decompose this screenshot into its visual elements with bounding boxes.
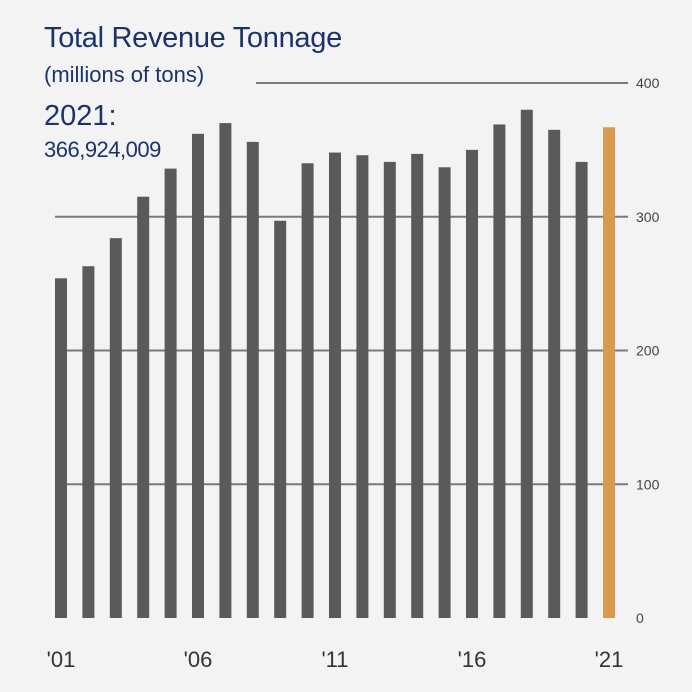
y-tick-label-100: 100: [636, 476, 660, 492]
bar-2007: [219, 123, 232, 618]
x-tick-label-2021: '21: [595, 647, 624, 672]
bar-2005: [164, 168, 177, 618]
bar-2008: [246, 141, 259, 618]
x-tick-label-2016: '16: [458, 647, 487, 672]
x-tick-label-2006: '06: [184, 647, 213, 672]
bar-2001: [55, 278, 67, 618]
bar-2017: [493, 124, 506, 619]
y-tick-label-400: 400: [636, 75, 660, 91]
highlight-year-label: 2021:: [44, 100, 117, 132]
bar-2010: [301, 163, 314, 618]
bar-2020: [575, 161, 588, 618]
highlight-value-label: 366,924,009: [44, 137, 161, 162]
chart-title: Total Revenue Tonnage: [44, 22, 342, 54]
bar-layer: [55, 109, 615, 619]
bar-2006: [192, 133, 204, 618]
bar-2019: [548, 129, 561, 618]
bar-2021: [603, 127, 615, 618]
bar-2018: [520, 109, 533, 618]
y-tick-label-0: 0: [636, 610, 644, 626]
bar-2004: [137, 196, 150, 618]
chart-subtitle: (millions of tons): [44, 62, 205, 87]
bar-2015: [438, 167, 451, 618]
bar-2012: [356, 155, 369, 618]
x-axis: '01 '06 '11 '16 '21: [47, 647, 624, 672]
x-tick-label-2001: '01: [47, 647, 76, 672]
y-axis: 0 100 200 300 400: [636, 75, 660, 626]
bar-2002: [82, 266, 95, 618]
bar-2003: [109, 238, 122, 618]
y-tick-label-300: 300: [636, 209, 660, 225]
bar-2009: [274, 220, 287, 618]
bar-2016: [466, 149, 478, 618]
bar-2014: [411, 153, 424, 618]
bar-2011: [329, 152, 341, 619]
bar-2013: [383, 161, 396, 618]
y-tick-label-200: 200: [636, 343, 660, 359]
x-tick-label-2011: '11: [321, 647, 348, 672]
